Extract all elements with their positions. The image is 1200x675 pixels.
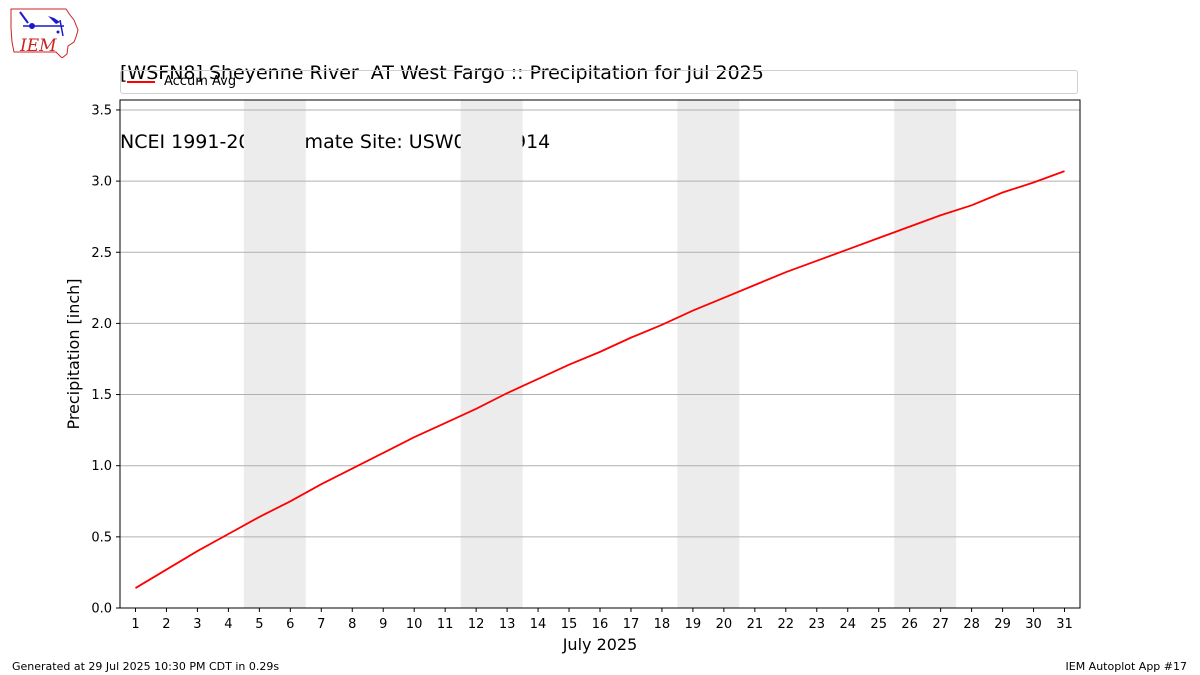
- x-tick-label: 7: [317, 617, 325, 632]
- x-tick-label: 3: [193, 617, 201, 632]
- x-tick-label: 28: [963, 617, 980, 632]
- y-tick-label: 1.5: [91, 388, 112, 403]
- legend-swatch: [127, 81, 155, 83]
- x-tick-label: 29: [994, 617, 1011, 632]
- x-tick-label: 8: [348, 617, 356, 632]
- y-axis-label: Precipitation [inch]: [64, 278, 83, 429]
- x-tick-label: 31: [1056, 617, 1073, 632]
- x-tick-label: 23: [809, 617, 826, 632]
- chart-title: [WSFN8] Sheyenne River AT West Fargo :: …: [120, 16, 764, 177]
- x-tick-label: 18: [654, 617, 671, 632]
- x-tick-label: 21: [747, 617, 764, 632]
- x-tick-label: 6: [286, 617, 294, 632]
- footer-app-text: IEM Autoplot App #17: [1065, 660, 1188, 673]
- y-tick-label: 3.5: [91, 103, 112, 118]
- logo-text: IEM: [19, 36, 57, 56]
- x-tick-label: 2: [162, 617, 170, 632]
- x-tick-label: 13: [499, 617, 516, 632]
- x-tick-label: 11: [437, 617, 454, 632]
- legend-label: Accum Avg: [164, 74, 237, 89]
- footer-generated-text: Generated at 29 Jul 2025 10:30 PM CDT in…: [12, 660, 280, 673]
- series-line-accum-avg: [135, 170, 1065, 589]
- x-tick-label: 20: [716, 617, 733, 632]
- chart-title-line1: [WSFN8] Sheyenne River AT West Fargo :: …: [120, 62, 764, 84]
- y-tick-label: 0.0: [91, 602, 112, 617]
- legend: Accum Avg: [120, 70, 1078, 94]
- x-tick-label: 15: [561, 617, 578, 632]
- x-tick-label: 4: [224, 617, 232, 632]
- x-tick-label: 19: [685, 617, 702, 632]
- iem-logo: IEM: [10, 8, 79, 58]
- iowa-outline-icon: [10, 8, 79, 58]
- plot-frame: [119, 99, 1081, 609]
- x-tick-label: 12: [468, 617, 485, 632]
- y-tick-label: 0.5: [91, 530, 112, 545]
- x-tick-label: 30: [1025, 617, 1042, 632]
- weekend-band: [677, 100, 740, 608]
- x-tick-label: 22: [778, 617, 795, 632]
- x-tick-label: 14: [530, 617, 547, 632]
- weekend-band: [894, 100, 957, 608]
- x-tick-label: 16: [592, 617, 609, 632]
- x-tick-label: 24: [839, 617, 856, 632]
- x-tick-label: 9: [379, 617, 387, 632]
- x-tick-label: 25: [870, 617, 887, 632]
- x-tick-label: 1: [131, 617, 139, 632]
- y-tick-label: 1.0: [91, 459, 112, 474]
- weekend-band: [243, 100, 306, 608]
- x-axis-label: July 2025: [562, 635, 638, 654]
- x-tick-label: 26: [901, 617, 918, 632]
- weekend-band: [460, 100, 523, 608]
- y-tick-label: 2.0: [91, 317, 112, 332]
- x-tick-label: 17: [623, 617, 640, 632]
- y-tick-label: 3.0: [91, 175, 112, 190]
- x-tick-label: 5: [255, 617, 263, 632]
- y-tick-label: 2.5: [91, 246, 112, 261]
- x-tick-label: 10: [406, 617, 423, 632]
- x-tick-label: 27: [932, 617, 949, 632]
